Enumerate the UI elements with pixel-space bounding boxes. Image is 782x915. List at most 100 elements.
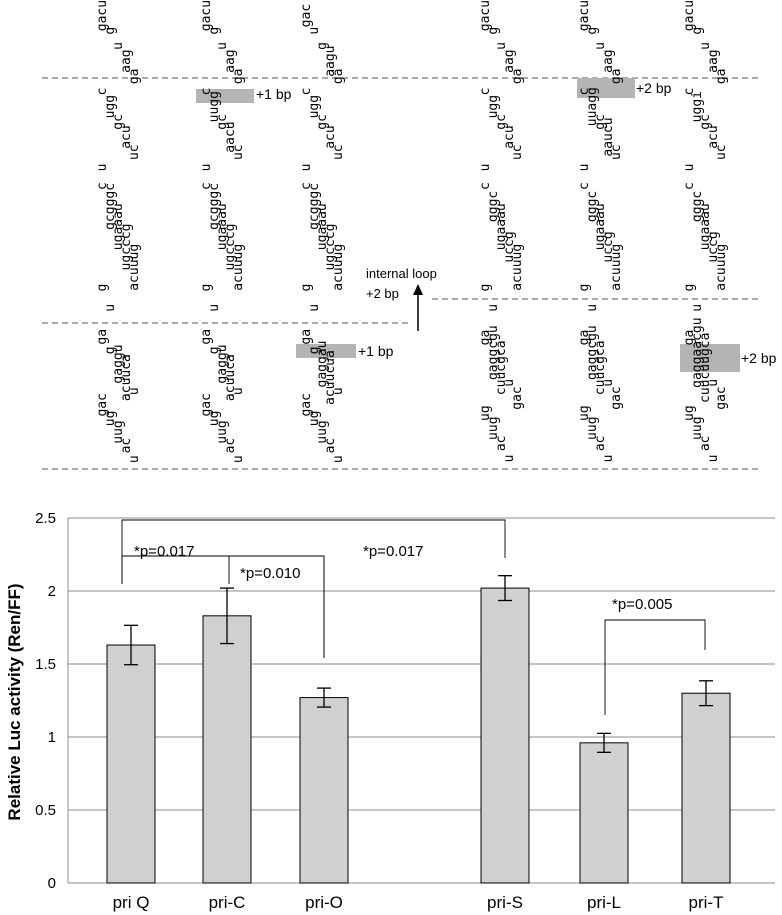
sequence-segment: ugg [486,95,501,118]
sequence-segment: ugaaau [593,203,608,250]
sequence-segment: gac [609,386,624,409]
sequence-segment: ugaaau [494,203,509,250]
sequence-segment: gc [315,114,330,130]
label-plus1-top: +1 bp [256,86,292,102]
bar-chart: 0 0.5 1 1.5 2 2.5 pri Q pri-C pri-O pri-S pri-L pri… [5,510,775,912]
y-axis-label: Relative Luc activity (Ren/FF) [5,583,24,820]
sequence-segment: u [127,387,142,395]
sequence-segment: g [585,27,600,35]
sequence-segment: uc [714,144,729,160]
x-tick-label: pri-C [209,893,246,912]
sequence-segment: u [706,379,721,387]
sequence-segment: ug [682,405,697,421]
x-tick-label: pri-T [689,893,724,912]
sequence-segment: ugaaau [698,203,713,250]
sequence-segment: gggc [690,191,705,222]
bar-pri-t [681,692,731,884]
sequence-segment: uc [331,144,346,160]
sequence-segment: uug [690,416,705,439]
highlight-plus1-mid [296,344,356,358]
label-plus1-mid: +1 bp [358,343,394,359]
sequence-segment: ga [577,330,592,346]
arrow-up-icon [413,284,423,331]
sequence-segment: aag [601,49,616,72]
sequence-segment: uccg [601,231,616,262]
sequence-segment: u [577,163,592,171]
sequence-segment: ga [478,330,493,346]
sequence-segment: c [577,182,592,190]
sequence-segment: gac [299,4,314,27]
highlight-plus2-top [577,78,635,98]
sequence-segment: gac [199,393,214,416]
sequence-segment: ga [510,68,525,84]
sequence-segment: ga [95,329,110,345]
sequence-segment: gaggaacgu [690,317,705,387]
sequence-segment: ga [714,68,729,84]
sequence-segment: ug [307,411,322,427]
sequence-segment: gcgggc [103,183,118,230]
sequence-segment: uc [510,144,525,160]
sequence-segment: ugaaau [215,203,230,250]
sequence-segment: g [95,284,110,292]
sequence-segment: ga [127,68,142,84]
sequence-segment: cuucuugca [698,333,713,403]
sequence-segment: uc [127,144,142,160]
sequence-segment: g [315,42,330,50]
sequence-segment: ga [331,68,346,84]
sequence-segment: acuuug [231,244,246,291]
sequence-segment: u [494,42,509,50]
sequence-segment: u [95,163,110,171]
sequence-segment: uccg [706,231,721,262]
y-tick-label: 2.5 [35,510,56,527]
sequence-segment: c [299,182,314,190]
sequence-segment: g [207,27,222,35]
label-internal-loop-bp: +2 bp [366,286,399,301]
significance-bracket [604,619,706,715]
sequence-segment: uggi [690,91,705,122]
sequence-segment: aag [119,49,134,72]
sequence-segment: g [307,346,322,354]
sequence-segment: gac [714,386,729,409]
sequence-segment: g [103,346,118,354]
sequence-segment: acu [323,125,338,148]
x-tick-label: pri Q [113,893,150,912]
sequence-segment: ac [323,438,338,454]
sequence-segment: c [478,88,493,96]
sequence-segment: g [690,27,705,35]
sequence-segment: ugcccg [119,224,134,271]
significance-label: *p=0.005 [612,596,672,613]
sequence-segment: u [585,304,600,312]
sequence-segment: g [486,27,501,35]
sequence-segment: c [577,88,592,96]
sequence-segment: u [331,455,346,463]
sequence-segment: ga [299,329,314,345]
sequence-segment: u [486,304,501,312]
sequence-segment: aacu [223,121,238,152]
y-tick-label: 1.5 [35,656,56,673]
sequence-segment: gaggcgu [486,325,501,380]
sequence-segment: u [682,163,697,171]
sequence-segment: c [95,88,110,96]
sequence-segment: ga [199,329,214,345]
sequence-segment: gac [95,393,110,416]
sequence-segment: ugg [307,95,322,118]
y-tick-label: 2 [48,583,56,600]
significance-label: *p=0.017 [134,543,194,560]
sequence-segment: acuuug [714,244,729,291]
sequence-segment: gaggu [215,344,230,383]
sequence-segment: acuucua [323,350,338,405]
sequence-segment: g [478,284,493,292]
sequence-segment: gaggau [315,341,330,388]
sequence-segment: u [601,455,616,463]
sequence-segment: u [299,163,314,171]
bar-pri-q [106,644,156,884]
x-tick-label: pri-O [305,893,343,912]
error-bars-layer [124,575,713,753]
sequence-segment: ac [494,436,509,452]
sequence-segment: u [593,42,608,50]
sequence-segment: cuucgca [593,340,608,395]
significance-layer: *p=0.017 *p=0.017 *p=0.010 *p=0.005 [121,519,706,715]
sequence-segment: u [706,455,721,463]
sequence-segment: acu [502,125,517,148]
sequence-segment: gacu [577,0,592,31]
